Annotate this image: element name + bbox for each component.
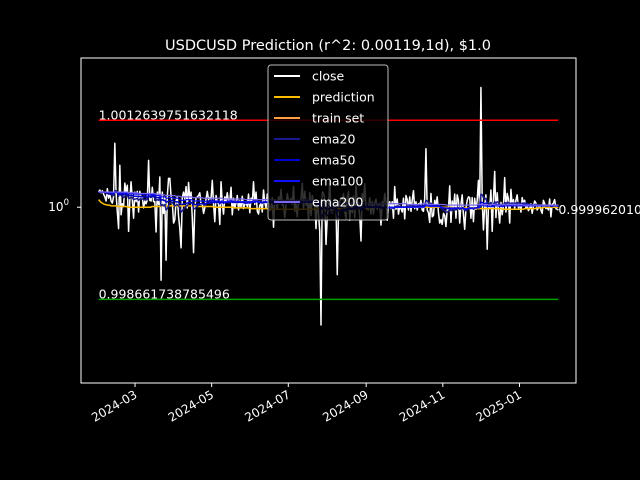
legend-label-ema20: ema20 [312, 132, 355, 147]
legend-label-ema100: ema100 [312, 174, 363, 189]
legend-label-prediction: prediction [312, 90, 375, 105]
chart-title: USDCUSD Prediction (r^2: 0.00119,1d), $1… [165, 38, 491, 54]
legend-label-train-set: train set [312, 111, 364, 126]
lower-threshold-label: 0.998661738785496 [99, 286, 230, 301]
legend-label-close: close [312, 69, 345, 84]
last-close-value-label: 0.99996201014518 [558, 202, 640, 217]
legend: close prediction train set ema20 ema50 ema100… [267, 64, 389, 221]
plot-frame [80, 57, 577, 384]
upper-threshold-label: 1.0012639751632118 [99, 107, 238, 122]
legend-label-ema50: ema50 [312, 153, 355, 168]
legend-label-ema200: ema200 [312, 195, 363, 210]
